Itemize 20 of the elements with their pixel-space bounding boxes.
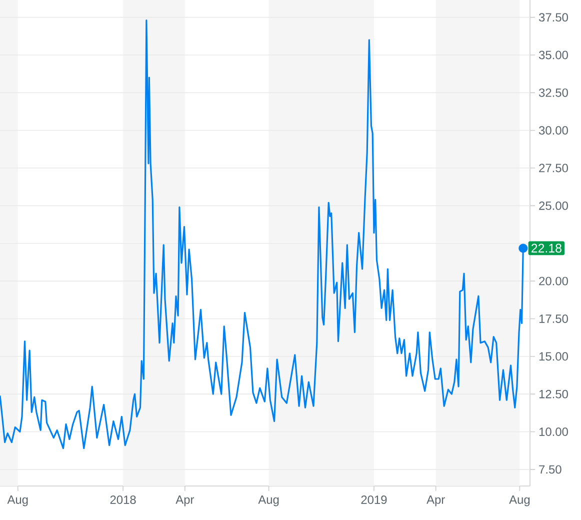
y-tick-label: 12.50 (539, 390, 568, 398)
x-tick-label: Apr (176, 496, 194, 506)
x-tick-label: Apr (426, 496, 445, 506)
y-tick-label: 15.00 (539, 352, 568, 361)
y-tick-label: 35.00 (538, 50, 568, 60)
y-tick-label: 17.50 (539, 314, 568, 323)
y-tick-label: 10.00 (539, 428, 568, 436)
annotation: 22.18 (531, 244, 562, 253)
x-tick-label: 2019 (361, 496, 387, 504)
x-tick-label: Aug (509, 496, 530, 506)
y-tick-label: 7.50 (539, 465, 562, 474)
x-tick-label: Aug (7, 496, 28, 506)
x-tick-label: Aug (258, 496, 279, 506)
y-tick-label: 37.50 (538, 13, 568, 22)
y-tick-label: 30.00 (538, 126, 568, 135)
x-tick-label: 2018 (110, 496, 136, 504)
y-tick-label: 32.50 (538, 88, 568, 97)
y-tick-label: 25.00 (539, 201, 568, 210)
y-tick-label: 27.50 (539, 164, 568, 172)
y-tick-label: 20.00 (539, 276, 568, 286)
